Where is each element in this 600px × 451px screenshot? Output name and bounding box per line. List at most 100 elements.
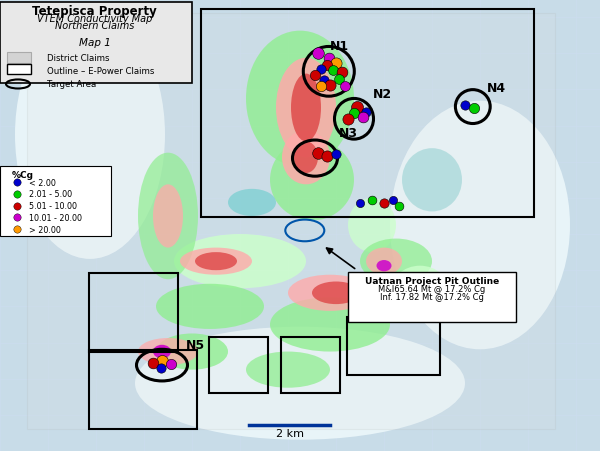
Text: N2: N2 [373,87,392,100]
Ellipse shape [282,131,330,185]
Point [84,187,94,194]
FancyBboxPatch shape [348,273,516,322]
Ellipse shape [390,101,570,350]
Ellipse shape [153,185,183,248]
Text: 2.01 - 5.00: 2.01 - 5.00 [29,190,72,199]
Ellipse shape [246,32,354,167]
Point [166,361,176,368]
Ellipse shape [348,198,396,253]
Ellipse shape [366,248,402,275]
Ellipse shape [135,327,465,440]
Ellipse shape [276,59,336,158]
FancyBboxPatch shape [0,167,111,237]
Ellipse shape [312,282,360,304]
Text: N1: N1 [329,40,349,53]
Ellipse shape [390,266,450,320]
Ellipse shape [15,11,165,259]
Text: < 2.00: < 2.00 [29,178,56,187]
Ellipse shape [156,284,264,329]
Text: Tetepisca Property: Tetepisca Property [32,5,157,18]
Point [316,66,326,74]
Point [313,150,323,157]
Point [355,200,365,207]
Point [388,197,398,204]
Ellipse shape [294,142,318,174]
Ellipse shape [138,338,198,365]
Text: 2 km: 2 km [275,428,304,438]
Point [358,115,368,122]
Point [331,60,341,68]
Text: District Claims: District Claims [47,54,109,63]
Ellipse shape [377,260,392,272]
Text: %Cg: %Cg [12,170,34,179]
Ellipse shape [153,345,171,359]
Text: > 20.00: > 20.00 [29,225,61,234]
Point [334,77,344,84]
Point [331,151,341,158]
Point [367,197,377,204]
Bar [89,274,178,353]
Point [12,191,22,198]
Point [12,179,22,186]
Point [460,102,470,110]
Text: N3: N3 [338,127,358,139]
Point [349,110,359,117]
Point [469,106,479,113]
Bar [7,53,31,64]
Ellipse shape [174,235,306,289]
Ellipse shape [270,140,354,221]
Point [328,67,338,74]
Point [394,203,404,210]
Text: Inf. 17.82 Mt @17.2% Cg: Inf. 17.82 Mt @17.2% Cg [380,292,484,301]
Point [157,357,167,364]
Point [148,359,158,367]
Ellipse shape [180,248,252,275]
Text: 10.01 - 20.00: 10.01 - 20.00 [29,213,82,222]
Text: Northern Claims: Northern Claims [55,21,134,31]
Text: N4: N4 [487,82,506,95]
Point [337,69,347,77]
Point [325,82,335,89]
Text: Uatnan Project Pit Outline: Uatnan Project Pit Outline [365,276,499,285]
Point [12,202,22,210]
Ellipse shape [291,74,321,142]
Point [319,78,329,85]
Ellipse shape [246,352,330,388]
Point [379,200,389,207]
Bar [209,337,268,393]
Ellipse shape [195,253,237,271]
Point [340,83,350,90]
Text: 5.01 - 10.00: 5.01 - 10.00 [29,202,77,211]
Point [361,109,371,116]
Text: Target Area: Target Area [47,80,96,89]
Ellipse shape [228,189,276,216]
Ellipse shape [138,153,198,280]
Ellipse shape [360,239,432,284]
Text: N5: N5 [185,339,205,351]
Ellipse shape [270,298,390,352]
Text: Outline – E-Power Claims: Outline – E-Power Claims [47,67,154,76]
Ellipse shape [156,334,228,370]
Text: Map 1: Map 1 [79,38,111,48]
Text: M&I65.64 Mt @ 17.2% Cg: M&I65.64 Mt @ 17.2% Cg [379,284,485,293]
Point [322,62,332,69]
FancyBboxPatch shape [0,3,192,83]
Bar [201,10,534,217]
Point [324,55,334,62]
Point [313,51,323,58]
Point [12,226,22,233]
Point [322,153,332,161]
Bar [89,350,197,429]
Text: VTEM Conductivity Map: VTEM Conductivity Map [37,14,152,24]
Bar [281,337,340,393]
Bar [7,64,31,75]
Point [156,365,166,372]
Point [352,105,362,112]
Bar [27,14,555,429]
Point [12,214,22,221]
Ellipse shape [288,275,372,311]
Point [316,83,326,90]
Ellipse shape [402,149,462,212]
Point [343,116,353,123]
Point [310,72,320,79]
